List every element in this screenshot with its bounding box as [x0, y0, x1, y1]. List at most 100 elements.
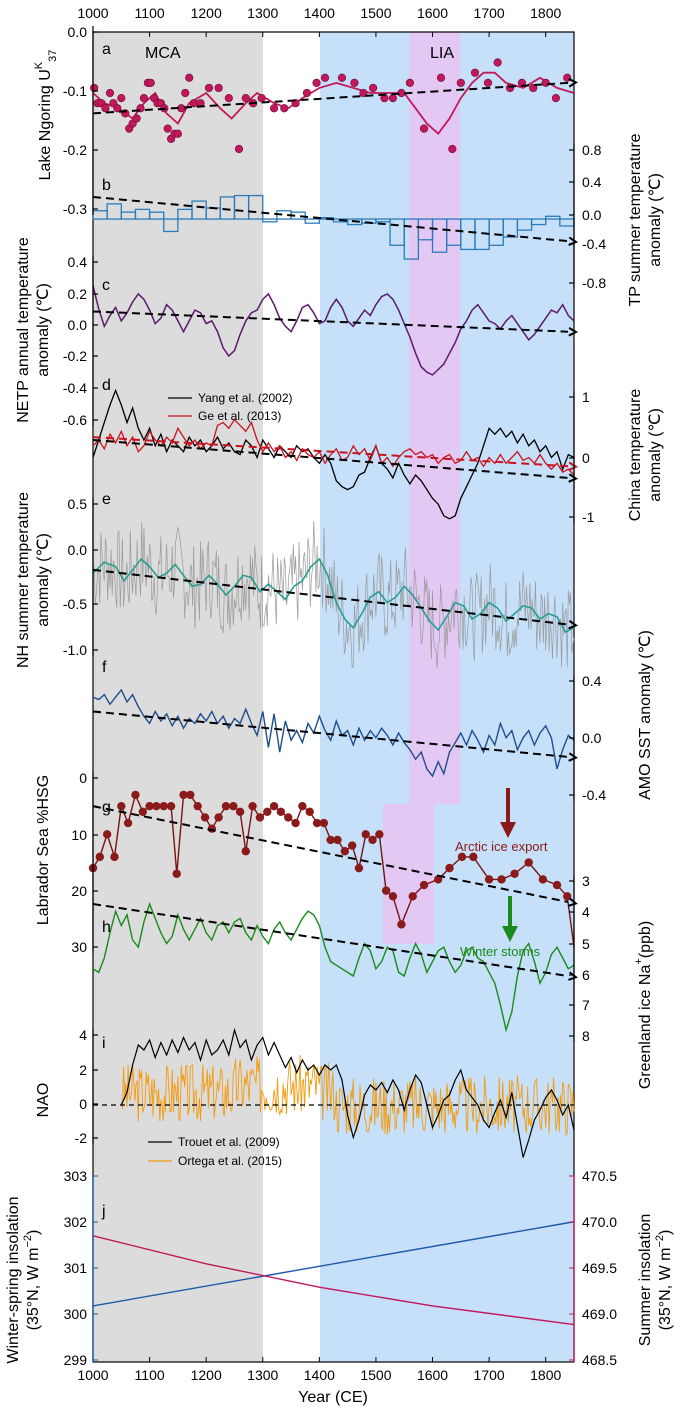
- yticklabel-a-0: 0.0: [68, 24, 88, 40]
- yticklabel-jl-2: 301: [64, 1260, 88, 1276]
- point-g-6: [131, 790, 140, 800]
- ylabel-b2: anomaly (℃): [647, 173, 664, 267]
- yticklabel-g-1: 10: [71, 827, 87, 843]
- panel-label-d: d: [102, 377, 111, 394]
- point-g-11: [166, 801, 176, 811]
- panel-label-i: i: [102, 1035, 106, 1052]
- yticklabel-jl-1: 302: [64, 1214, 88, 1230]
- point-g-40: [368, 835, 377, 845]
- point-a-49: [405, 78, 414, 87]
- point-g-36: [340, 847, 350, 856]
- series-h: [92, 901, 575, 1033]
- yticklabel-jr-4: 468.5: [582, 1352, 617, 1368]
- panel-label-g: g: [102, 799, 111, 816]
- point-a-56: [493, 58, 502, 67]
- point-a-33: [241, 94, 250, 103]
- point-a-27: [189, 99, 198, 108]
- ylabel-jr1: Summer insolation: [637, 1214, 654, 1347]
- trend-c: [92, 310, 569, 333]
- point-g-37: [347, 841, 357, 850]
- yticklabel-f-2: -0.4: [582, 787, 606, 803]
- point-g-48: [445, 863, 454, 873]
- point-a-20: [163, 124, 172, 133]
- panel-label-a: a: [102, 41, 111, 58]
- point-a-11: [132, 114, 141, 123]
- yticklabel-jr-0: 470.5: [582, 1168, 617, 1184]
- point-g-45: [408, 892, 417, 901]
- series-layer: [88, 58, 579, 1326]
- point-g-9: [152, 801, 161, 811]
- ylabel-c2: anomaly (℃): [35, 283, 52, 377]
- xticklabel-top-7: 1700: [474, 5, 505, 21]
- trend-d-black: [92, 439, 569, 479]
- point-g-21: [235, 807, 245, 816]
- legend-i1-label: Trouet et al. (2009): [178, 1135, 280, 1149]
- yticklabel-c-3: -0.2: [63, 348, 87, 364]
- point-a-31: [224, 94, 233, 103]
- bar-b-31: [530, 218, 547, 226]
- point-g-47: [433, 875, 443, 884]
- point-a-7: [117, 94, 126, 103]
- yticklabel-e-1: 0.0: [68, 542, 88, 558]
- trend-b: [92, 195, 569, 243]
- point-g-32: [312, 818, 322, 828]
- lia-core-shading: [409, 32, 460, 804]
- point-a-40: [312, 78, 321, 87]
- point-a-43: [350, 78, 359, 87]
- point-g-34: [326, 835, 335, 845]
- yticklabel-jr-1: 470.0: [582, 1214, 617, 1230]
- point-a-25: [181, 88, 190, 98]
- point-g-43: [388, 892, 398, 901]
- point-g-54: [524, 858, 533, 867]
- xticklabel-bottom-2: 1200: [191, 1367, 222, 1383]
- series-i-trouet: [120, 1027, 575, 1158]
- point-a-39: [302, 88, 312, 98]
- bar-b-11: [247, 194, 264, 220]
- yticklabel-a-2: -0.2: [63, 142, 87, 158]
- bar-b-12: [262, 218, 278, 223]
- ylabel-jl2: (35°N, W m−2): [22, 1230, 42, 1331]
- point-a-15: [146, 78, 155, 87]
- point-a-61: [551, 94, 560, 103]
- point-a-59: [529, 83, 538, 93]
- yticklabel-d-0: 1: [582, 389, 590, 405]
- yticklabel-a-1: -0.1: [63, 83, 87, 99]
- yticklabel-e-2: -0.5: [63, 596, 87, 612]
- xticklabel-bottom-4: 1400: [304, 1367, 335, 1383]
- ylabel-jr2: (35°N, W m−2): [654, 1230, 674, 1331]
- y-axes: 0.0 -0.1 -0.2 -0.3 0.8 0.4 0.0 -0.4 -0.8 0.4 0.2 0.…: [63, 24, 617, 1368]
- point-a-54: [470, 68, 480, 77]
- xticklabel-top-5: 1500: [360, 5, 391, 21]
- yticklabel-f-1: 0.0: [582, 730, 602, 746]
- point-a-36: [269, 104, 279, 113]
- ylabel-h: Greenland ice Na+(ppb): [633, 921, 654, 1089]
- xticklabel-top-2: 1200: [191, 5, 222, 21]
- yticklabel-b-3: -0.4: [582, 236, 606, 252]
- point-a-51: [436, 73, 446, 82]
- xticklabel-bottom-5: 1500: [360, 1367, 391, 1383]
- yticklabel-h-0: 3: [582, 873, 590, 889]
- xticklabel-top-1: 1100: [135, 5, 165, 21]
- arctic-annotation: Arctic ice export: [455, 839, 548, 854]
- point-a-37: [280, 104, 289, 113]
- ylabel-f: AMO SST anomaly (℃): [637, 630, 654, 800]
- point-g-8: [145, 801, 154, 811]
- yticklabel-d-2: -1: [582, 509, 595, 525]
- xticklabel-top-0: 1000: [77, 5, 108, 21]
- yticklabel-jl-4: 299: [64, 1352, 88, 1368]
- point-a-42: [337, 73, 347, 82]
- xticklabel-top-4: 1400: [304, 5, 335, 21]
- series-e-annual: [92, 521, 575, 670]
- yticklabel-b-0: 0.8: [582, 142, 602, 158]
- point-g-44: [397, 920, 406, 929]
- trend-e: [92, 568, 569, 626]
- panel-label-e: e: [102, 491, 111, 508]
- point-a-32: [234, 144, 244, 154]
- point-g-3: [110, 852, 119, 862]
- yticklabel-e-3: -1.0: [63, 642, 87, 658]
- point-g-56: [552, 880, 562, 890]
- point-a-47: [388, 94, 398, 103]
- yticklabel-jr-2: 469.5: [582, 1260, 617, 1276]
- mca-label: MCA: [145, 45, 181, 62]
- point-a-41: [320, 73, 330, 82]
